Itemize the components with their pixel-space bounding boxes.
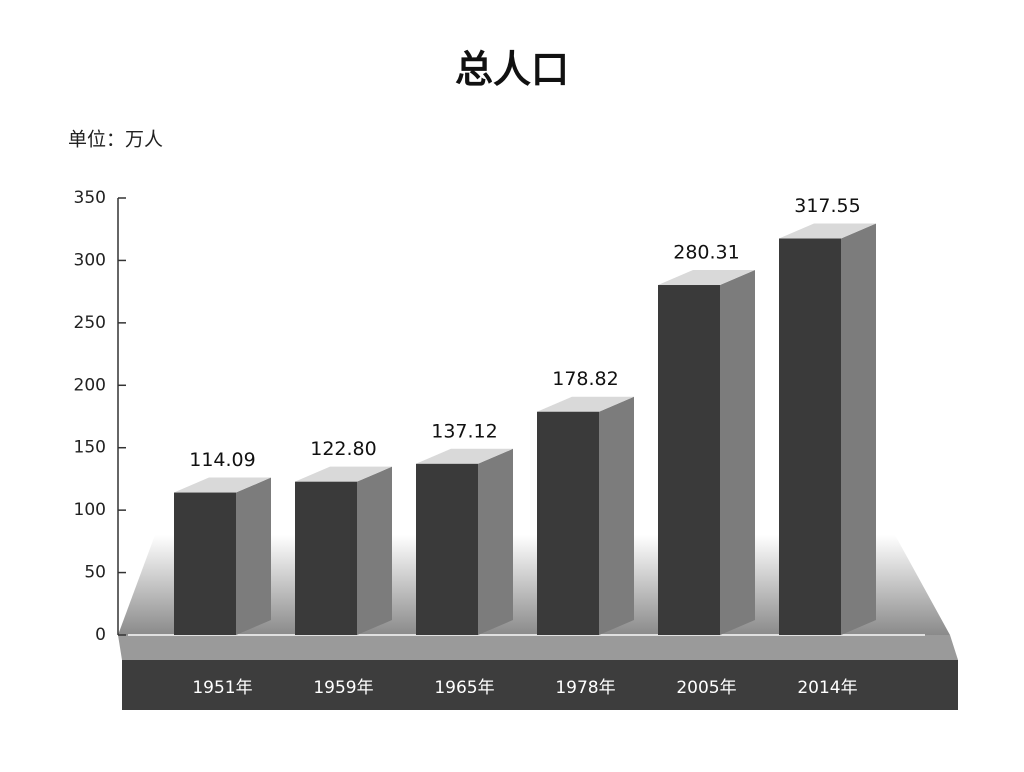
- x-tick-label: 2014年: [797, 678, 857, 698]
- platform-edge: [118, 635, 958, 660]
- x-tick-label: 2005年: [676, 678, 736, 698]
- y-tick-label: 0: [95, 625, 106, 645]
- x-tick-label: 1978年: [555, 678, 615, 698]
- bar-top: [658, 270, 755, 286]
- value-label: 122.80: [310, 438, 376, 460]
- bar: [537, 411, 599, 635]
- chart-title: 总人口: [455, 48, 569, 92]
- bar-top: [416, 448, 513, 464]
- bar-side: [357, 466, 392, 635]
- bar-top: [537, 396, 634, 412]
- bar-side: [236, 477, 271, 635]
- value-label: 280.31: [673, 242, 739, 264]
- platform-base: [122, 660, 958, 710]
- value-label: 317.55: [794, 195, 860, 217]
- bar: [779, 238, 841, 635]
- value-label: 178.82: [552, 368, 618, 390]
- bar-top: [779, 223, 876, 239]
- y-tick-label: 300: [74, 250, 106, 270]
- y-tick-label: 250: [74, 313, 106, 333]
- bar-side: [720, 270, 755, 635]
- bar: [174, 492, 236, 635]
- x-tick-label: 1965年: [434, 678, 494, 698]
- bar: [658, 285, 720, 635]
- value-label: 137.12: [431, 420, 497, 442]
- y-tick-label: 200: [74, 375, 106, 395]
- x-tick-label: 1951年: [192, 678, 252, 698]
- bar-top: [174, 477, 271, 493]
- bar: [295, 481, 357, 635]
- bar-side: [478, 448, 513, 635]
- y-tick-label: 350: [74, 188, 106, 208]
- bar: [416, 463, 478, 635]
- bar-side: [599, 396, 634, 635]
- x-tick-label: 1959年: [313, 678, 373, 698]
- y-tick-label: 100: [74, 500, 106, 520]
- value-label: 114.09: [189, 449, 255, 471]
- bar-side: [841, 223, 876, 635]
- unit-label: 单位：万人: [68, 129, 163, 151]
- y-tick-label: 50: [84, 563, 106, 583]
- bar-top: [295, 466, 392, 482]
- y-tick-label: 150: [74, 438, 106, 458]
